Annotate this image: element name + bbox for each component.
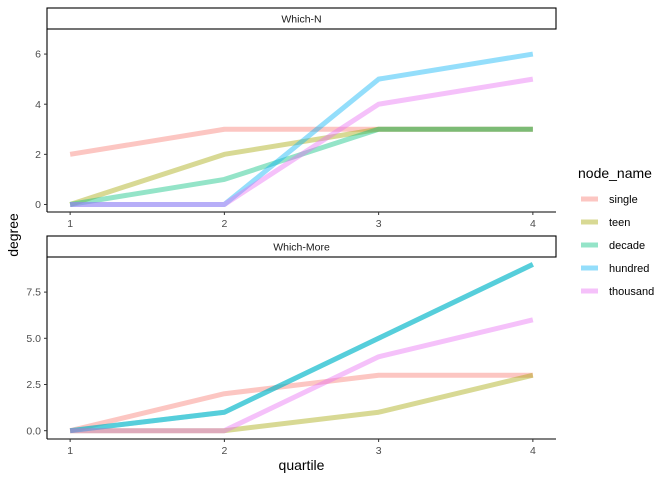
series-line-hundred-which-more [69, 262, 534, 434]
series-line-teen-which-n [69, 126, 533, 207]
legend-label-single: single [609, 194, 638, 206]
strip-label-which-n: Which-N [281, 14, 321, 26]
y-tick-label: 7.5 [26, 287, 41, 299]
series-line-thousand-which-more [70, 317, 534, 434]
strip-background-which-n [46, 7, 557, 30]
series-line-decade-which-more [69, 262, 534, 434]
series-line-decade-which-n [69, 126, 533, 207]
panel-which-n: Which-N 0 2 4 6 1 2 3 4 [35, 7, 557, 230]
series-line-thousand-which-n [70, 76, 534, 207]
x-tick-label: 1 [67, 445, 73, 457]
series-line-teen-which-more [70, 372, 534, 434]
y-tick-label: 4 [35, 99, 41, 111]
x-tick-label: 2 [221, 445, 227, 457]
legend-items: single teen decade hundred thousand [581, 194, 654, 298]
y-tick-label: 0.0 [26, 425, 41, 437]
series-line-single-which-more [69, 372, 533, 434]
legend: node_name single teen decade hundred thousan… [578, 165, 654, 298]
x-tick-label: 1 [67, 218, 73, 230]
x-tick-label: 4 [530, 218, 536, 230]
series-line-single-which-n [69, 126, 533, 157]
x-ticks-which-n: 1 2 3 4 [67, 212, 536, 230]
strip-label-which-more: Which-More [273, 242, 330, 254]
x-ticks-which-more: 1 2 3 4 [67, 439, 536, 457]
y-axis-title: degree [5, 213, 21, 257]
legend-label-thousand: thousand [609, 286, 654, 298]
legend-label-teen: teen [609, 217, 630, 229]
x-tick-label: 3 [376, 445, 382, 457]
x-tick-label: 3 [376, 218, 382, 230]
y-tick-label: 0 [35, 199, 41, 211]
legend-label-decade: decade [609, 240, 645, 252]
legend-label-hundred: hundred [609, 263, 649, 275]
x-axis-title: quartile [279, 457, 325, 473]
y-tick-label: 6 [35, 49, 41, 61]
panel-which-more: Which-More 0.0 2.5 5.0 7.5 1 2 3 4 [26, 235, 557, 457]
x-tick-label: 2 [221, 218, 227, 230]
y-tick-label: 5.0 [26, 333, 41, 345]
y-tick-label: 2.5 [26, 379, 41, 391]
series-line-hundred-which-n [70, 51, 534, 207]
y-ticks-which-n: 0 2 4 6 [35, 49, 47, 211]
series-lines-which-n [69, 51, 534, 207]
series-lines-which-more [69, 262, 534, 434]
y-ticks-which-more: 0.0 2.5 5.0 7.5 [26, 287, 47, 437]
x-tick-label: 4 [530, 445, 536, 457]
legend-title: node_name [578, 165, 652, 181]
strip-background-which-more [46, 235, 557, 258]
y-tick-label: 2 [35, 149, 41, 161]
